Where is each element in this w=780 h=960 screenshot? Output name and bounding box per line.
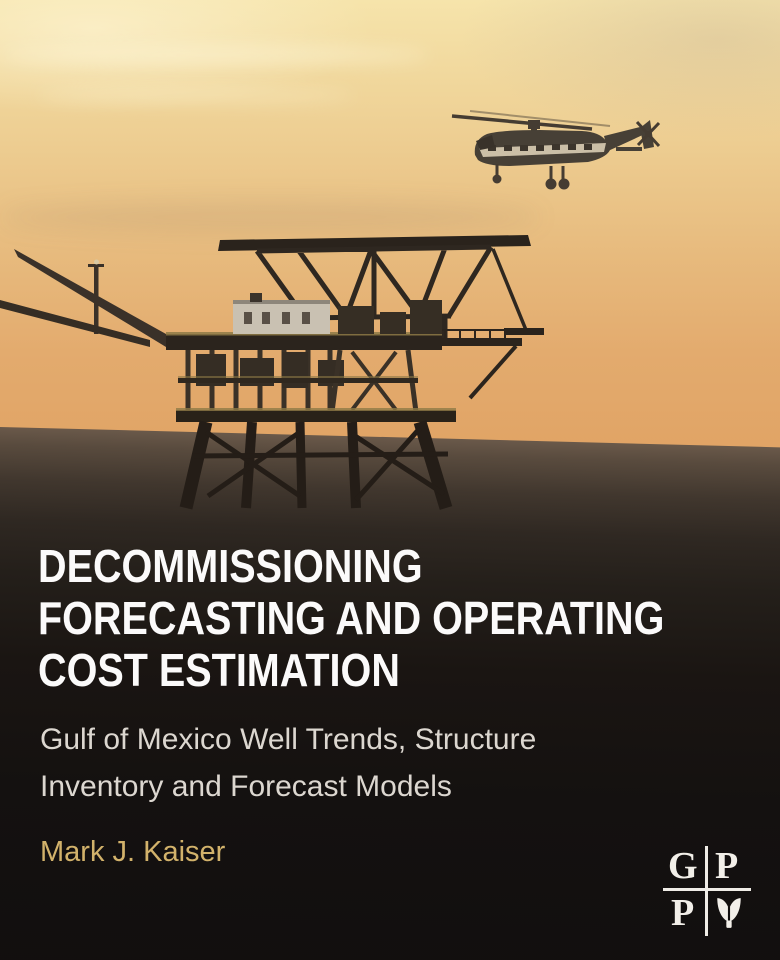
subtitle-line: Inventory and Forecast Models — [40, 770, 452, 803]
logo-divider-horizontal — [663, 888, 751, 891]
helicopter-silhouette — [451, 110, 661, 190]
title-line: COST ESTIMATION — [38, 644, 400, 696]
subtitle-line: Gulf of Mexico Well Trends, Structure — [40, 723, 537, 756]
accommodation-module — [233, 293, 330, 334]
logo-letter-p-top: P — [715, 845, 739, 887]
deck-equipment — [338, 300, 442, 334]
cloud-streak — [0, 46, 430, 64]
mid-structure — [176, 349, 456, 422]
book-subtitle: Gulf of Mexico Well Trends, Structure In… — [40, 716, 698, 810]
publisher-logo: G P P — [663, 845, 751, 939]
landing-gear — [492, 164, 570, 190]
open-book-leaf-icon — [717, 898, 741, 928]
helideck — [218, 235, 544, 338]
cover-text: DECOMMISSIONING FORECASTING AND OPERATIN… — [38, 540, 698, 868]
book-title: DECOMMISSIONING FORECASTING AND OPERATIN… — [38, 540, 665, 696]
cloud-streak — [36, 88, 356, 102]
cloud-smudge — [0, 202, 540, 232]
crane-boom — [0, 249, 166, 347]
title-line: FORECASTING AND OPERATING — [38, 592, 665, 644]
logo-letter-g: G — [668, 845, 698, 887]
fuselage — [474, 120, 654, 166]
helideck-truss — [254, 244, 494, 321]
tail-rotor — [635, 120, 661, 148]
author-name: Mark J. Kaiser — [40, 836, 226, 868]
platform-legs — [179, 420, 453, 510]
title-line: DECOMMISSIONING — [38, 540, 423, 592]
oil-platform-silhouette — [0, 235, 544, 510]
logo-letter-p-bottom: P — [671, 892, 695, 934]
logo-divider-vertical — [705, 846, 708, 936]
